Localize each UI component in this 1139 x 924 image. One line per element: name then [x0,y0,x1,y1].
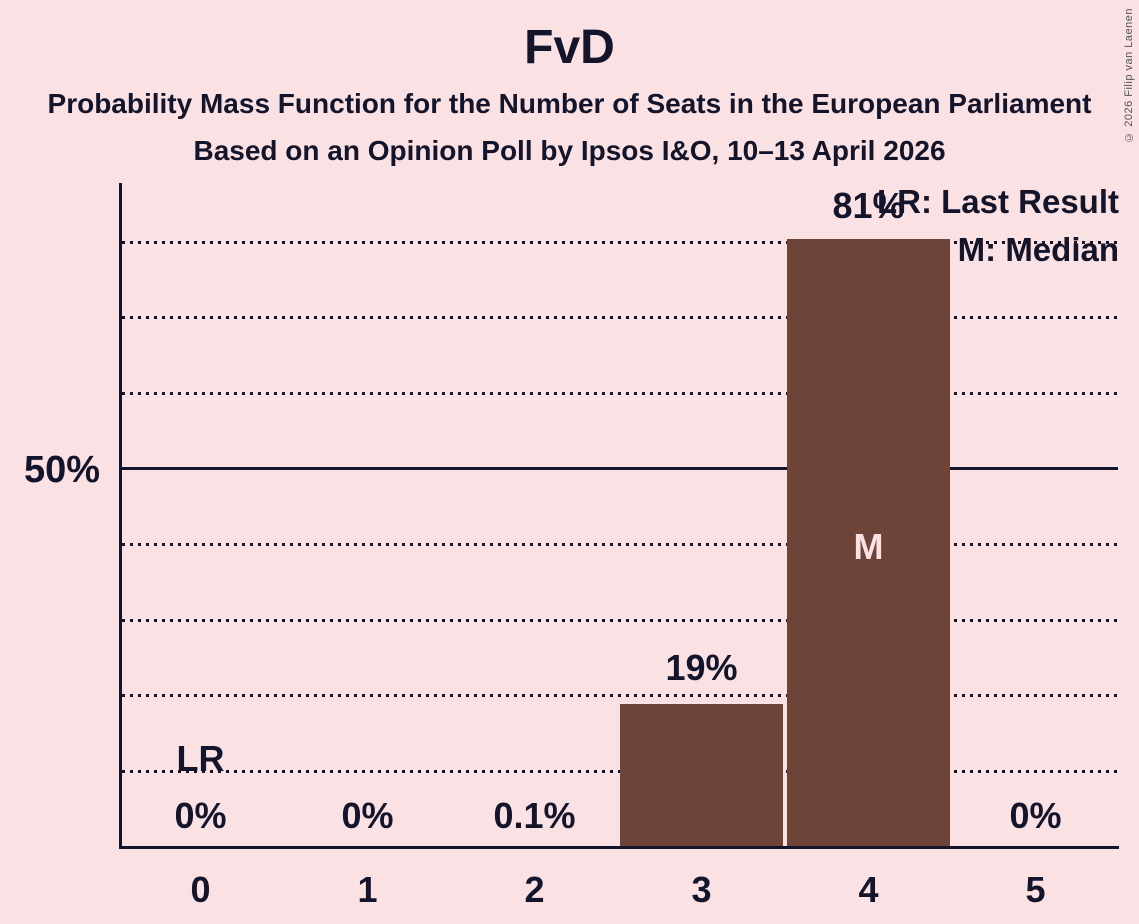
copyright-note: © 2026 Filip van Laenen [1123,8,1135,143]
value-label-seat-2: 0.1% [493,795,576,836]
gridline-30pct [122,619,1118,622]
value-label-seat-4: 81% [832,185,905,226]
x-tick-1: 1 [357,869,378,910]
gridline-50pct-solid [122,467,1118,470]
chart-poll-subtitle: Based on an Opinion Poll by Ipsos I&O, 1… [193,135,946,166]
gridline-40pct [122,543,1118,546]
y-axis-label-50: 50% [23,449,100,491]
x-tick-2: 2 [524,869,545,910]
value-label-seat-1: 0% [341,795,394,836]
x-tick-5: 5 [1025,869,1046,910]
chart-title: FvD [524,21,615,74]
gridline-60pct [122,392,1118,395]
value-label-seat-0: 0% [174,795,227,836]
value-label-seat-5: 0% [1009,795,1062,836]
x-axis-line [119,846,1119,849]
chart-subtitle: Probability Mass Function for the Number… [47,88,1092,119]
gridline-70pct [122,316,1118,319]
y-axis-line [119,183,122,849]
x-tick-4: 4 [858,869,879,910]
value-label-seat-3: 19% [665,647,738,688]
bar-seat-4 [787,238,950,846]
gridline-20pct [122,694,1118,697]
median-marker-label: M [853,526,884,567]
legend-last-result: LR: Last Result [876,183,1119,220]
x-tick-0: 0 [190,869,211,910]
bar-seat-3 [620,703,783,846]
gridline-80pct [122,241,1118,244]
legend-median: M: Median [957,231,1119,268]
lr-marker-label: LR [176,738,225,779]
x-tick-3: 3 [691,869,712,910]
